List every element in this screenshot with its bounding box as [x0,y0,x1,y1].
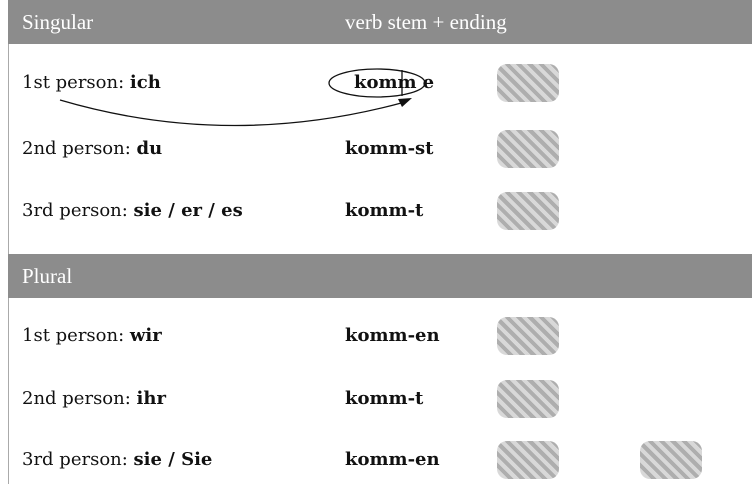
ending: st [415,138,434,159]
pronoun: ihr [136,388,166,409]
ending: en [415,325,440,346]
vline [8,44,9,254]
column-title: verb stem + ending [345,10,507,34]
verb-cell: komm e [354,72,434,93]
clipart [497,130,559,168]
section-header: Plural [8,254,752,298]
clipart [497,64,559,102]
pronoun: ich [129,72,161,93]
ending-oval [328,68,426,98]
ending: e [422,72,435,93]
person-cell: 1st person: ich [22,72,161,93]
person: 2nd person: [22,388,131,409]
section-title: Singular [22,10,94,34]
verb-cell: komm-en [345,449,440,470]
stem: komm- [345,200,416,221]
person-cell: 2nd person: du [22,138,162,159]
clipart [497,317,559,355]
stem: komm- [345,449,416,470]
clipart [497,441,559,479]
pronoun: sie / er / es [133,200,243,221]
verb-cell: komm-en [345,325,440,346]
person: 1st person: [22,325,125,346]
section-title: Plural [22,264,73,288]
pronoun: wir [129,325,162,346]
ending: en [415,449,440,470]
stem: komm [354,72,417,93]
pronoun: du [136,138,163,159]
person: 3rd person: [22,200,128,221]
arrow [59,99,406,127]
person-cell: 3rd person: sie / er / es [22,200,243,221]
verb-cell: komm-st [345,138,434,159]
person-cell: 1st person: wir [22,325,162,346]
verb-cell: komm-t [345,200,423,221]
ending: t [415,200,424,221]
ending: t [415,388,424,409]
stem: komm- [345,138,416,159]
verb-cell: komm-t [345,388,423,409]
arrow-head [398,98,412,107]
person-cell: 2nd person: ihr [22,388,166,409]
person: 3rd person: [22,449,128,470]
person: 2nd person: [22,138,131,159]
stem: komm- [345,325,416,346]
clipart [640,441,702,479]
pronoun: sie / Sie [133,449,213,470]
section-header: Singular verb stem + ending [8,0,752,44]
vline [8,298,9,484]
clipart [497,192,559,230]
person: 1st person: [22,72,125,93]
person-cell: 3rd person: sie / Sie [22,449,212,470]
clipart [497,380,559,418]
stem: komm- [345,388,416,409]
